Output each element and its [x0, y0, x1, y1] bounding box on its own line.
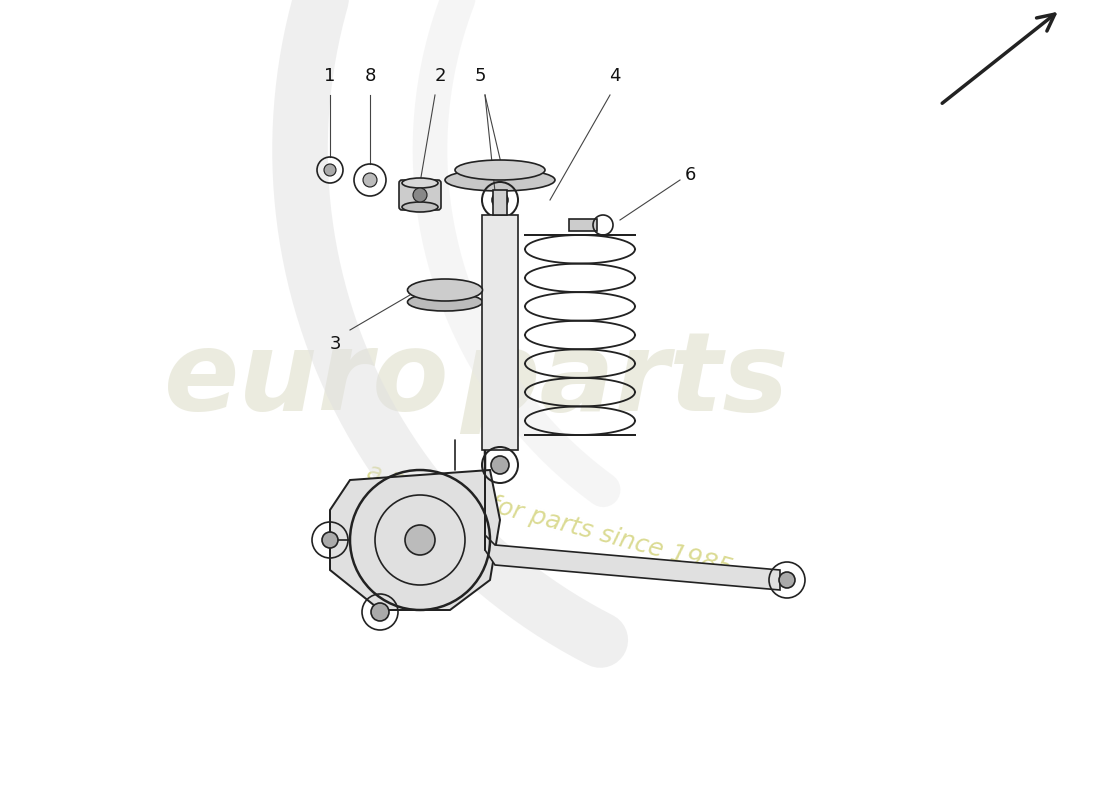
Circle shape — [491, 456, 509, 474]
Polygon shape — [330, 470, 500, 610]
Bar — [493, 190, 507, 215]
Text: 3: 3 — [329, 335, 341, 353]
Ellipse shape — [407, 279, 483, 301]
Text: parts: parts — [460, 326, 789, 434]
Text: 6: 6 — [685, 166, 696, 184]
Circle shape — [492, 192, 508, 208]
Bar — [482, 215, 518, 450]
Text: 1: 1 — [324, 67, 336, 85]
Ellipse shape — [455, 160, 544, 180]
Bar — [569, 219, 597, 231]
Circle shape — [405, 525, 435, 555]
FancyBboxPatch shape — [399, 180, 441, 210]
Ellipse shape — [407, 293, 483, 311]
Circle shape — [371, 603, 389, 621]
Circle shape — [324, 164, 336, 176]
Polygon shape — [485, 535, 780, 590]
Text: 8: 8 — [364, 67, 376, 85]
Circle shape — [322, 532, 338, 548]
Ellipse shape — [402, 202, 438, 212]
Text: 4: 4 — [609, 67, 620, 85]
Circle shape — [412, 188, 427, 202]
Text: a passion for parts since 1985: a passion for parts since 1985 — [364, 459, 736, 581]
Circle shape — [779, 572, 795, 588]
Text: euro: euro — [164, 326, 450, 434]
Text: 2: 2 — [434, 67, 446, 85]
Text: 5: 5 — [474, 67, 486, 85]
Ellipse shape — [446, 169, 556, 191]
Circle shape — [363, 173, 377, 187]
Ellipse shape — [402, 178, 438, 188]
